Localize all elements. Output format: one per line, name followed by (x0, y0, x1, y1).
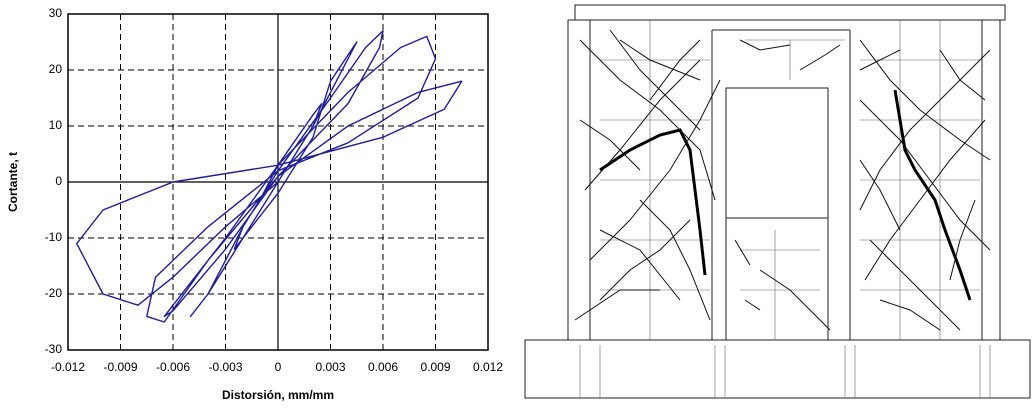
x-tick-label: -0.012 (51, 360, 85, 374)
page: Cortante, t Distorsión, mm/mm -30 -20 -10 0… (0, 0, 1033, 408)
y-tick-label: 10 (49, 118, 63, 132)
wall-diagram (525, 5, 1030, 398)
y-tick-label: -10 (45, 230, 63, 244)
y-tick-label: 30 (49, 6, 63, 20)
y-tick-label: 0 (55, 174, 62, 188)
x-tick-label: -0.006 (156, 360, 190, 374)
y-tick-label: 20 (49, 62, 63, 76)
chart: Cortante, t Distorsión, mm/mm -30 -20 -10 0… (6, 6, 503, 402)
x-tick-label: 0 (275, 360, 282, 374)
grid-lines (580, 20, 990, 398)
major-crack (895, 90, 970, 300)
y-tick-label: -20 (45, 286, 63, 300)
y-axis-label: Cortante, t (6, 152, 20, 212)
y-tick-label: -30 (45, 342, 63, 356)
foundation (525, 340, 1030, 398)
x-tick-label: 0.012 (473, 360, 503, 374)
x-tick-label: 0.006 (368, 360, 398, 374)
x-tick-label: 0.003 (315, 360, 345, 374)
cracks-left (575, 30, 720, 320)
top-beam (575, 5, 1005, 20)
cracks-center (735, 40, 840, 330)
x-tick-label: -0.009 (103, 360, 137, 374)
x-axis-label: Distorsión, mm/mm (222, 388, 334, 402)
opening (726, 88, 828, 218)
x-tick-label: 0.009 (420, 360, 450, 374)
major-crack (600, 130, 705, 275)
x-tick-label: -0.003 (208, 360, 242, 374)
